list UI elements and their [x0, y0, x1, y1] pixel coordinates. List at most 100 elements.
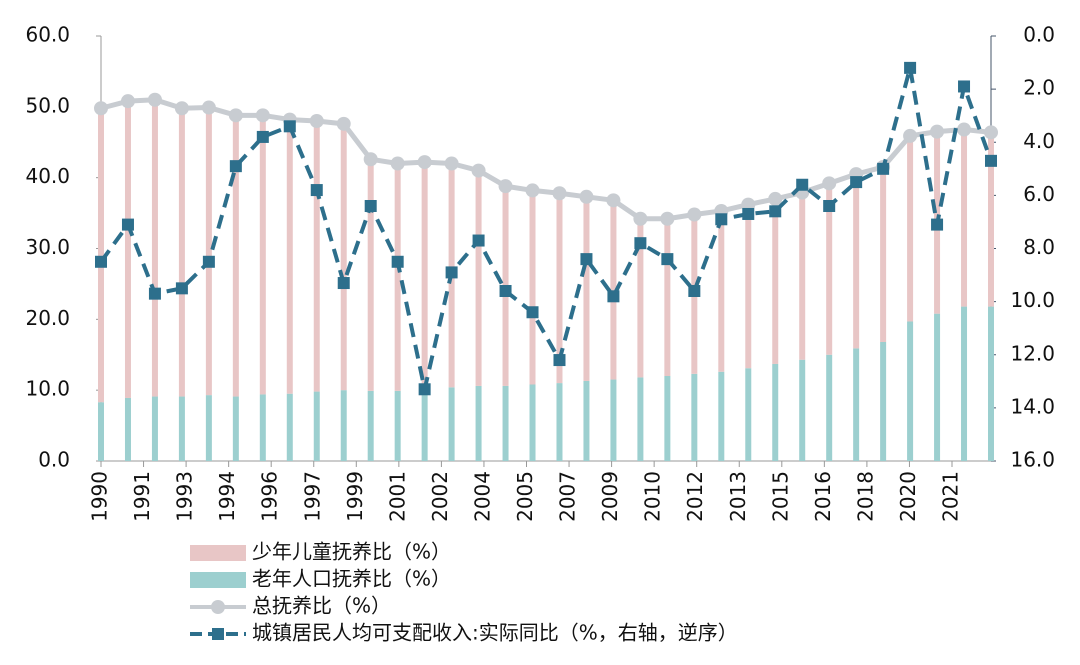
x-tick-label: 2009: [598, 471, 622, 522]
bar: [340, 123, 347, 391]
marker: [769, 205, 782, 218]
y2-tick-label: 12.0: [1010, 341, 1055, 365]
bar: [826, 354, 833, 461]
y-tick-label: 30.0: [25, 235, 70, 259]
bar: [610, 379, 617, 461]
x-tick-label: 2015: [768, 471, 792, 522]
x-tick-label: 2001: [385, 471, 409, 522]
bar: [475, 170, 482, 386]
bar: [232, 115, 239, 397]
y-tick-label: 10.0: [25, 377, 70, 401]
marker: [930, 124, 945, 139]
marker: [634, 237, 647, 250]
bar: [664, 376, 671, 461]
marker: [661, 253, 674, 266]
bar: [205, 107, 212, 396]
marker: [418, 383, 431, 396]
marker: [174, 101, 189, 116]
bar: [529, 384, 536, 461]
bar: [124, 397, 131, 461]
x-tick-label: 2021: [939, 471, 963, 522]
bar: [772, 363, 779, 461]
bar: [340, 390, 347, 461]
legend-swatch: [190, 545, 246, 561]
marker: [337, 277, 350, 290]
marker: [552, 186, 567, 201]
x-tick-label: 1997: [300, 471, 324, 522]
line: [100, 97, 992, 222]
marker: [525, 183, 540, 198]
bar: [178, 108, 185, 397]
bar: [583, 196, 590, 381]
marker: [309, 114, 324, 128]
bar: [718, 371, 725, 461]
bar: [934, 313, 941, 461]
bar: [961, 129, 968, 307]
bar: [286, 119, 293, 394]
x-tick-label: 2012: [683, 471, 707, 522]
y2-tick-label: 14.0: [1010, 394, 1055, 418]
bar: [502, 385, 509, 461]
marker: [606, 193, 621, 208]
marker: [95, 255, 107, 268]
x-tick-label: 2018: [853, 471, 877, 522]
legend-label: 城镇居民人均可支配收入:实际同比（%，右轴，逆序）: [252, 621, 738, 645]
x-tick-label: 2007: [556, 471, 580, 522]
marker: [444, 156, 459, 171]
bar: [556, 193, 563, 384]
bar: [880, 167, 887, 342]
legend-swatch: [211, 600, 225, 614]
marker: [417, 155, 432, 170]
y2-tick-label: 16.0: [1010, 448, 1055, 472]
x-tick-label: 1996: [258, 471, 282, 522]
marker: [121, 218, 134, 231]
legend-label: 总抚养比（%）: [252, 594, 391, 618]
marker: [796, 178, 809, 191]
y-tick-label: 50.0: [25, 93, 70, 117]
marker: [526, 306, 539, 319]
bar: [151, 99, 158, 397]
y-tick-label: 60.0: [25, 23, 70, 47]
x-tick-label: 2016: [811, 471, 835, 522]
marker: [202, 255, 215, 268]
bar: [637, 377, 644, 461]
legend-label: 少年儿童抚养比（%）: [252, 540, 451, 564]
marker: [175, 282, 188, 295]
bar: [367, 390, 374, 461]
bar: [907, 135, 914, 322]
bar: [367, 159, 374, 391]
marker: [768, 191, 783, 206]
bar: [313, 391, 320, 461]
bar: [448, 387, 455, 461]
marker: [229, 160, 242, 173]
x-tick-label: 1991: [130, 471, 154, 522]
marker: [228, 108, 243, 123]
bar: [286, 393, 293, 461]
y-tick-label: 40.0: [25, 164, 70, 188]
bar: [853, 348, 860, 461]
marker: [472, 234, 485, 247]
y2-tick-label: 10.0: [1010, 288, 1055, 312]
legend-label: 老年人口抚养比（%）: [252, 567, 451, 591]
y2-tick-label: 0.0: [1023, 23, 1055, 47]
marker: [633, 211, 648, 226]
bar: [745, 204, 752, 369]
marker: [984, 125, 998, 140]
y2-tick-label: 4.0: [1023, 129, 1055, 153]
bar: [988, 306, 994, 461]
bar: [772, 198, 779, 364]
x-tick-label: 1999: [343, 471, 367, 522]
bar: [124, 101, 131, 398]
bar: [178, 396, 185, 461]
marker: [985, 154, 997, 167]
bar: [394, 390, 401, 461]
marker: [579, 189, 594, 204]
x-tick-label: 2002: [428, 471, 452, 522]
marker: [822, 176, 837, 191]
marker: [471, 163, 486, 178]
bar: [853, 174, 860, 349]
marker: [94, 101, 108, 116]
y2-tick-label: 8.0: [1023, 235, 1055, 259]
marker: [823, 200, 836, 212]
